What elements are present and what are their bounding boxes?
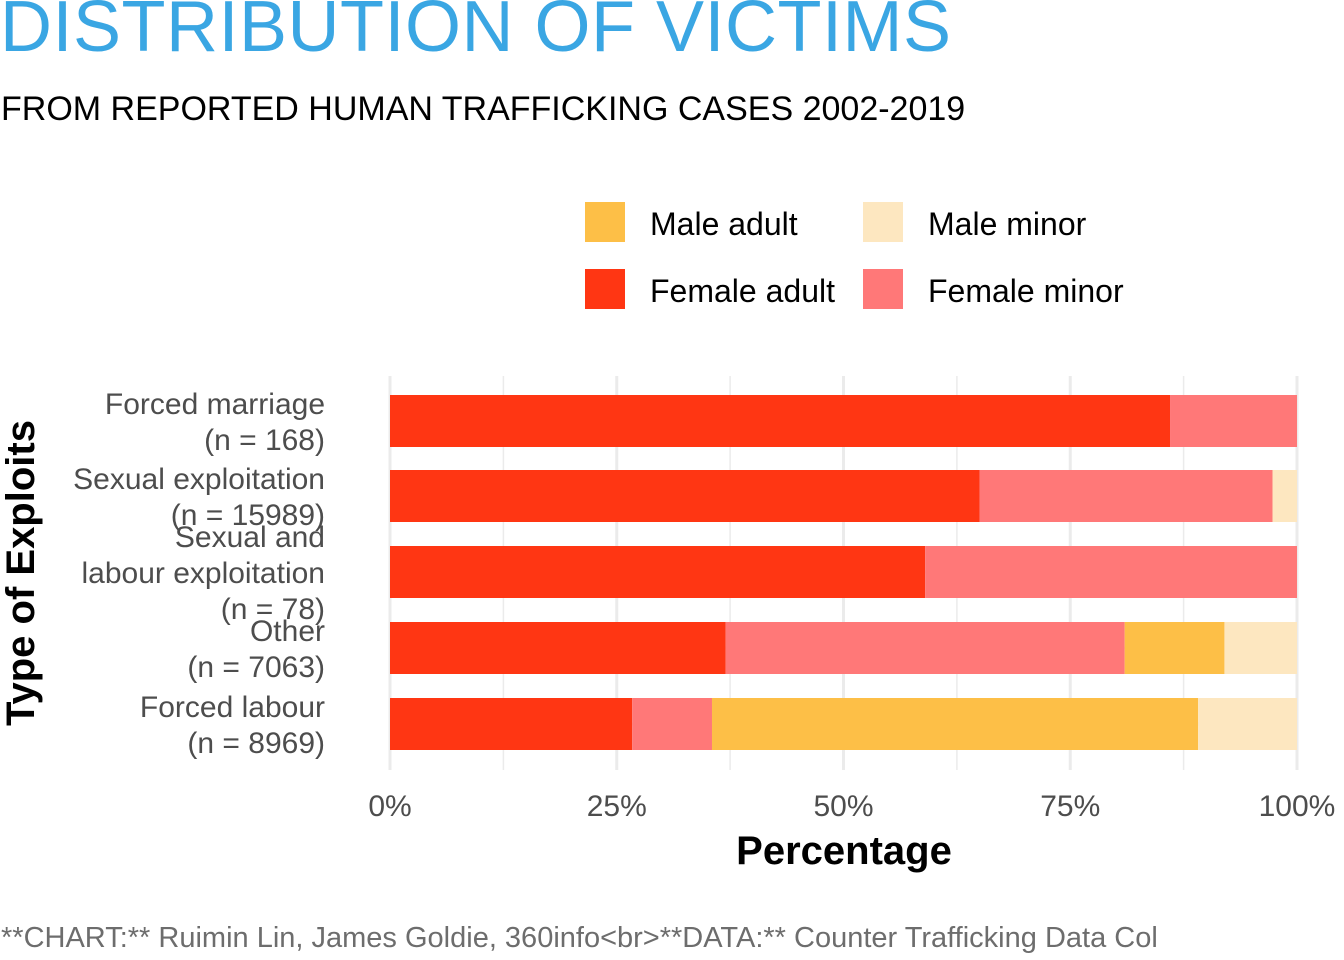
- bar-female-adult: [390, 622, 726, 674]
- category-label: (n = 168): [204, 424, 325, 457]
- legend-swatch-female-adult: [585, 269, 625, 309]
- bar-female-minor: [1170, 395, 1297, 447]
- category-label: (n = 78): [221, 593, 325, 626]
- x-tick-label: 25%: [587, 790, 647, 823]
- x-tick-label: 0%: [368, 790, 411, 823]
- bar-female-adult: [390, 470, 980, 522]
- category-label: Sexual exploitation: [73, 463, 325, 496]
- y-axis-title: Type of Exploits: [0, 420, 43, 726]
- category-labels: Forced marriage(n = 168) Sexual exploitat…: [73, 388, 325, 760]
- axis-ticks: 0% 25% 50% 75% 100%: [368, 790, 1335, 823]
- x-axis-title: Percentage: [736, 829, 952, 873]
- bars: [390, 395, 1297, 750]
- category-label: labour exploitation: [81, 557, 325, 590]
- bar-female-minor: [632, 698, 712, 750]
- chart-caption: **CHART:** Ruimin Lin, James Goldie, 360…: [1, 922, 1158, 954]
- legend-swatch-male-minor: [863, 202, 903, 242]
- bar-male-adult: [1124, 622, 1225, 674]
- bar-female-minor: [979, 470, 1273, 522]
- bar-female-adult: [390, 395, 1171, 447]
- bar-female-adult: [390, 546, 926, 598]
- legend-swatch-male-adult: [585, 202, 625, 242]
- legend-swatch-female-minor: [863, 269, 903, 309]
- legend-label-female-minor: Female minor: [928, 273, 1124, 309]
- bar-female-minor: [925, 546, 1297, 598]
- category-label: Forced labour: [140, 691, 325, 724]
- chart-title: DISTRIBUTION OF VICTIMS: [0, 0, 952, 67]
- category-label: Sexual and: [175, 521, 325, 554]
- bar-male-minor: [1224, 622, 1297, 674]
- bar-male-minor: [1198, 698, 1297, 750]
- bar-male-minor: [1272, 470, 1297, 522]
- category-label: Forced marriage: [105, 388, 325, 421]
- category-label: Other: [250, 615, 325, 648]
- legend-label-male-minor: Male minor: [928, 206, 1087, 242]
- bar-female-adult: [390, 698, 633, 750]
- legend-label-male-adult: Male adult: [650, 206, 798, 242]
- bar-female-minor: [725, 622, 1125, 674]
- x-tick-label: 75%: [1040, 790, 1100, 823]
- x-tick-label: 100%: [1259, 790, 1336, 823]
- bar-male-adult: [711, 698, 1199, 750]
- category-label: (n = 8969): [187, 727, 325, 760]
- category-label: (n = 7063): [187, 651, 325, 684]
- chart-subtitle: FROM REPORTED HUMAN TRAFFICKING CASES 20…: [1, 90, 966, 128]
- legend-label-female-adult: Female adult: [650, 273, 835, 309]
- category-label: (n = 15989): [171, 499, 325, 532]
- x-tick-label: 50%: [813, 790, 873, 823]
